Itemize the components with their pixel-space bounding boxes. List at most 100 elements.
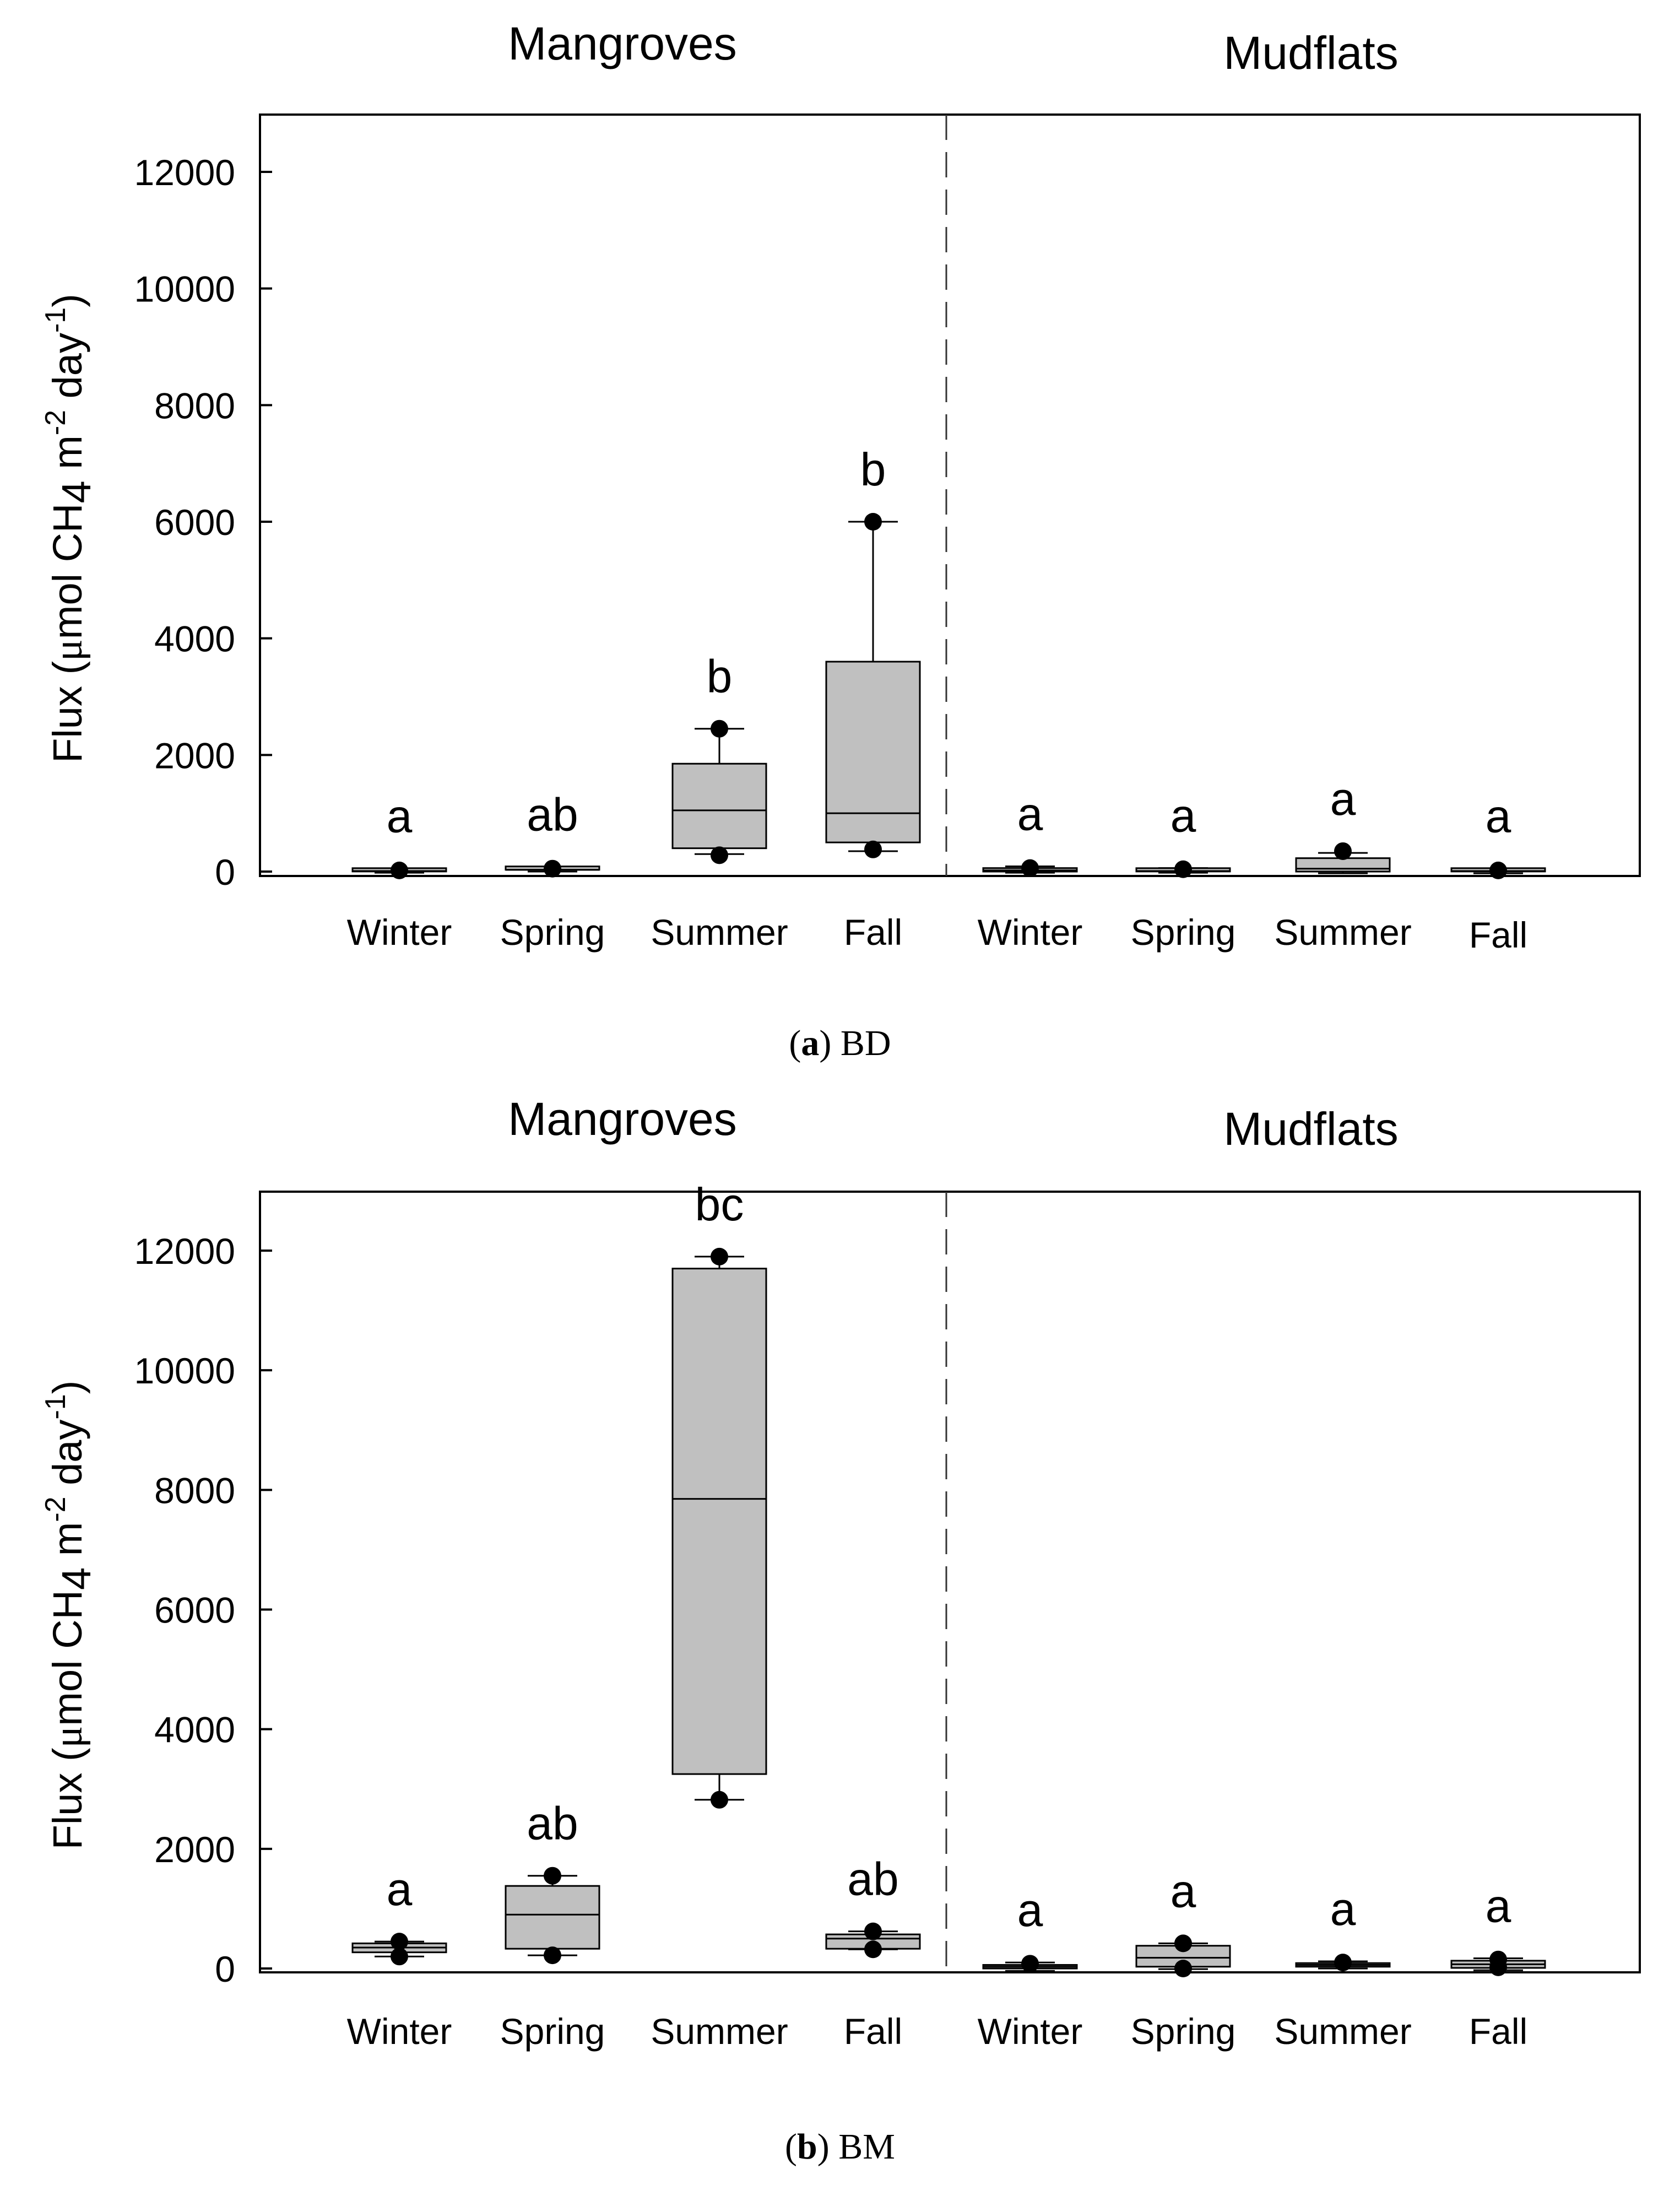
significance-letter: a xyxy=(1170,1865,1196,1917)
outlier-point xyxy=(1174,1960,1192,1977)
box-iqr xyxy=(825,661,921,843)
significance-letter: bc xyxy=(695,1178,744,1230)
x-category-label: Summer xyxy=(651,912,788,953)
ylabel-part: mol CH xyxy=(45,1590,90,1726)
caption-paren: ) xyxy=(817,2127,838,2167)
significance-letter: a xyxy=(1017,788,1043,840)
box-iqr xyxy=(671,762,767,850)
ylabel-part: mol CH xyxy=(45,504,90,640)
box-mudflats-winter: a xyxy=(982,1884,1078,1973)
ylabel-part: 4 xyxy=(53,480,99,503)
caption-text: BM xyxy=(838,2127,895,2167)
x-category-label: Fall xyxy=(844,2011,902,2052)
group-title-mangroves: Mangroves xyxy=(508,1093,737,1145)
group-title-mudflats: Mudflats xyxy=(1223,27,1398,79)
y-tick-label: 12000 xyxy=(134,152,235,193)
x-category-label: Spring xyxy=(500,912,605,953)
significance-letter: a xyxy=(387,1863,413,1915)
ylabel-part: μ xyxy=(46,639,91,661)
significance-letter: a xyxy=(387,791,413,842)
ylabel-part: m xyxy=(45,435,90,480)
x-category-label: Winter xyxy=(978,912,1083,953)
y-tick-label: 2000 xyxy=(154,1829,235,1870)
outlier-point xyxy=(391,1933,408,1951)
y-tick-label: 10000 xyxy=(134,269,235,310)
box-iqr xyxy=(505,1885,600,1950)
caption-panel-label: a xyxy=(801,1023,819,1063)
box-mangroves-winter: a xyxy=(351,791,447,879)
panel-caption: (b) BM xyxy=(785,2127,895,2167)
y-tick-label: 0 xyxy=(215,852,235,893)
y-tick-label: 4000 xyxy=(154,619,235,659)
ylabel-part: day xyxy=(45,1420,90,1497)
y-tick-label: 8000 xyxy=(154,385,235,426)
x-category-label: Winter xyxy=(347,912,452,953)
outlier-point xyxy=(711,1247,728,1265)
outlier-point xyxy=(391,1948,408,1966)
y-tick-label: 4000 xyxy=(154,1710,235,1750)
chart-panel-a: 0 2000 4000 6000 8000 10000 12000 Flux (μmol CH… xyxy=(40,18,1641,1063)
group-title-mudflats: Mudflats xyxy=(1223,1103,1398,1155)
box-mudflats-summer: a xyxy=(1295,773,1391,874)
x-category-label: Spring xyxy=(1131,912,1236,953)
box-mangroves-fall: ab xyxy=(825,1853,921,1959)
caption-paren: ( xyxy=(789,1023,801,1063)
box-mangroves-winter: a xyxy=(351,1863,447,1966)
x-category-label: Summer xyxy=(1274,912,1411,953)
outlier-point xyxy=(1174,1934,1192,1953)
y-tick-label: 6000 xyxy=(154,1590,235,1631)
outlier-point xyxy=(1174,860,1192,878)
outlier-point xyxy=(391,861,408,879)
outlier-point xyxy=(1489,1950,1507,1968)
plot-frame xyxy=(259,113,1641,877)
box-mudflats-spring: a xyxy=(1135,790,1231,878)
outlier-point xyxy=(1021,859,1039,877)
ylabel-part: -1 xyxy=(40,1394,72,1419)
box-mangroves-fall: b xyxy=(825,444,921,858)
box-mangroves-summer: bc xyxy=(671,1178,767,1809)
ylabel-part: -2 xyxy=(40,1496,72,1522)
chart-panel-b: 0 2000 4000 6000 8000 10000 12000 Flux (μmol CH… xyxy=(40,1093,1641,2167)
outlier-point xyxy=(544,1867,561,1885)
box-mudflats-summer: a xyxy=(1295,1883,1391,1972)
outlier-point xyxy=(711,846,728,864)
significance-letter: a xyxy=(1017,1884,1043,1936)
y-tick-label: 0 xyxy=(215,1949,235,1989)
box-mangroves-spring: ab xyxy=(505,789,600,878)
significance-letter: a xyxy=(1330,773,1356,825)
caption-paren: ) xyxy=(819,1023,840,1063)
outlier-point xyxy=(544,859,561,878)
outlier-point xyxy=(544,1946,561,1965)
caption-panel-label: b xyxy=(797,2127,817,2167)
outlier-point xyxy=(864,840,882,858)
box-mudflats-fall: a xyxy=(1450,1880,1546,1976)
ylabel-part: m xyxy=(45,1522,90,1567)
outlier-point xyxy=(864,1940,882,1959)
box-mangroves-summer: b xyxy=(671,651,767,864)
y-axis-label: Flux (μmol CH4 m-2 day-1) xyxy=(40,294,99,763)
ylabel-part: Flux ( xyxy=(45,1748,90,1849)
ylabel-part: Flux ( xyxy=(45,661,90,763)
outlier-point xyxy=(1489,861,1507,879)
panel-caption: (a) BD xyxy=(789,1023,891,1063)
x-category-label: Summer xyxy=(651,2011,788,2052)
ylabel-part: ) xyxy=(45,294,90,307)
outlier-point xyxy=(711,720,728,738)
outlier-point xyxy=(1334,1954,1352,1972)
ylabel-part: μ xyxy=(46,1726,91,1748)
significance-letter: a xyxy=(1170,790,1196,842)
box-mudflats-fall: a xyxy=(1450,791,1546,879)
y-tick-label: 2000 xyxy=(154,735,235,776)
x-category-label: Fall xyxy=(1469,2011,1527,2052)
x-category-label: Winter xyxy=(978,2011,1083,2052)
y-axis-label: Flux (μmol CH4 m-2 day-1) xyxy=(40,1381,99,1850)
caption-paren: ( xyxy=(785,2127,797,2167)
y-tick-label: 6000 xyxy=(154,502,235,543)
ylabel-part: 4 xyxy=(53,1567,99,1590)
x-category-label: Spring xyxy=(500,2011,605,2052)
outlier-point xyxy=(864,1922,882,1940)
x-category-label: Spring xyxy=(1131,2011,1236,2052)
box-mangroves-spring: ab xyxy=(505,1798,600,1965)
significance-letter: b xyxy=(860,444,886,495)
